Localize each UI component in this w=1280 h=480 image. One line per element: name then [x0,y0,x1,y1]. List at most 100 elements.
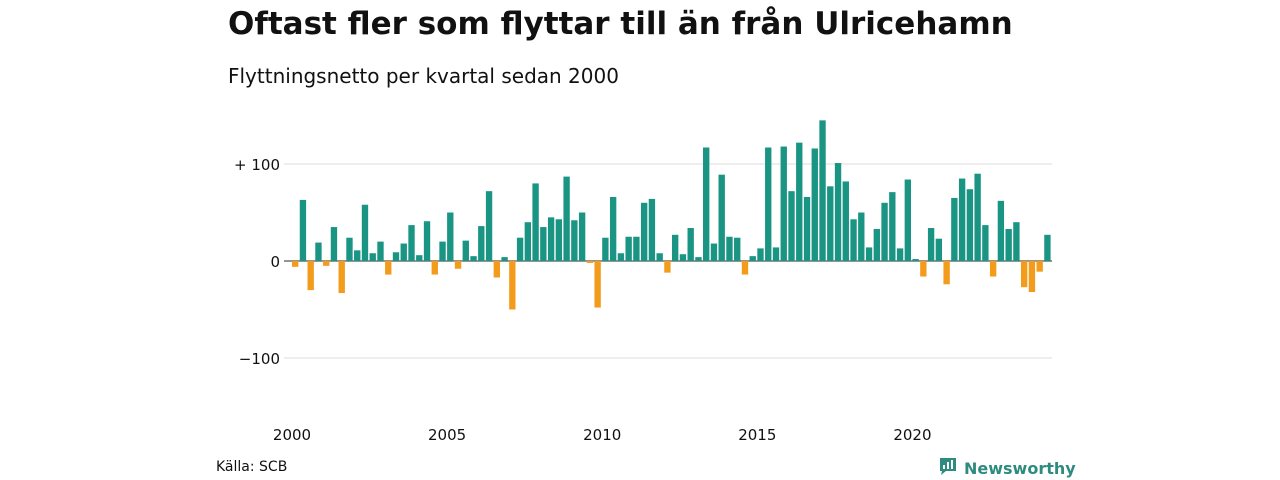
bar [633,236,640,261]
bar [555,219,563,261]
bar [594,261,601,308]
bar [563,176,570,261]
bar [1013,222,1020,261]
brand-name: Newsworthy [964,458,1076,478]
bar [299,199,307,261]
bar [1028,261,1036,293]
bar [307,261,314,291]
x-axis-ticks: 2000 2005 2010 2015 2020 [273,426,932,444]
bar [416,255,423,261]
bar [935,238,943,261]
bar [509,261,516,310]
bar [501,257,508,261]
chart-bubble-icon [938,456,958,480]
bar [687,228,694,261]
bar [656,253,663,261]
bar [485,191,493,261]
bar [323,261,330,266]
x-tick-label: 2020 [893,426,931,444]
bar [695,257,702,261]
bar [865,247,873,261]
bar [470,256,477,261]
bar [703,147,710,261]
bar [354,250,361,261]
bar [578,212,586,261]
bar [439,241,446,261]
bar [516,237,524,261]
bar [571,220,578,261]
bar [672,234,679,261]
bar [889,192,896,261]
x-tick-label: 2010 [583,426,621,444]
bar [617,253,625,261]
bar [966,189,974,261]
bar [765,147,772,261]
chart-title: Oftast fler som flyttar till än från Ulr… [228,6,1013,42]
bar [602,237,609,261]
bar [532,183,539,261]
bar [912,259,919,261]
bar [1005,228,1012,261]
bar [586,261,594,263]
bar-chart: + 100 0 −100 2000 2005 2010 2015 2020 [234,120,1052,444]
bar [524,222,532,261]
bar [640,202,648,261]
bar [943,261,950,285]
bar [330,227,338,261]
bar [734,237,741,261]
bar [974,173,981,261]
bar [788,191,795,261]
bar [710,243,718,261]
bar [718,174,725,261]
bar [547,217,555,261]
bar [827,186,834,261]
bar [896,248,904,261]
source-label: Källa: SCB [216,459,288,475]
bar [881,202,888,261]
bar [447,212,454,261]
bar [873,228,880,261]
bar [796,142,803,261]
bar [858,212,865,261]
bar [540,227,547,261]
bar [842,181,849,261]
bar [803,196,811,261]
bar [493,261,500,278]
bar [834,163,842,261]
bar [850,219,857,261]
brand-logo[interactable]: Newsworthy [938,456,1076,480]
bar [408,225,415,261]
chart-subtitle: Flyttningsnetto per kvartal sedan 2000 [228,64,619,88]
bar [920,261,927,277]
y-tick-label: −100 [239,350,280,368]
bar [625,236,632,261]
bar [741,261,749,275]
bar-series [292,120,1051,310]
bar [361,204,369,261]
x-tick-label: 2015 [738,426,776,444]
bar [904,179,912,261]
bar [1044,234,1051,261]
bar [819,120,826,261]
bar [958,178,966,261]
x-tick-label: 2000 [273,426,311,444]
x-tick-label: 2005 [428,426,466,444]
bar [431,261,438,275]
bar [385,261,392,275]
bar [478,226,485,261]
bar [927,228,935,261]
bar [679,254,687,261]
bar [997,200,1005,261]
bar [609,196,617,261]
bar [951,197,958,261]
bar [772,247,780,261]
bar [462,240,469,261]
bar [346,237,353,261]
bar [315,242,322,261]
bar [338,261,345,294]
bar [1036,261,1043,272]
bar [757,248,764,261]
bar [377,241,384,261]
bar [648,198,656,261]
bar [292,261,299,267]
